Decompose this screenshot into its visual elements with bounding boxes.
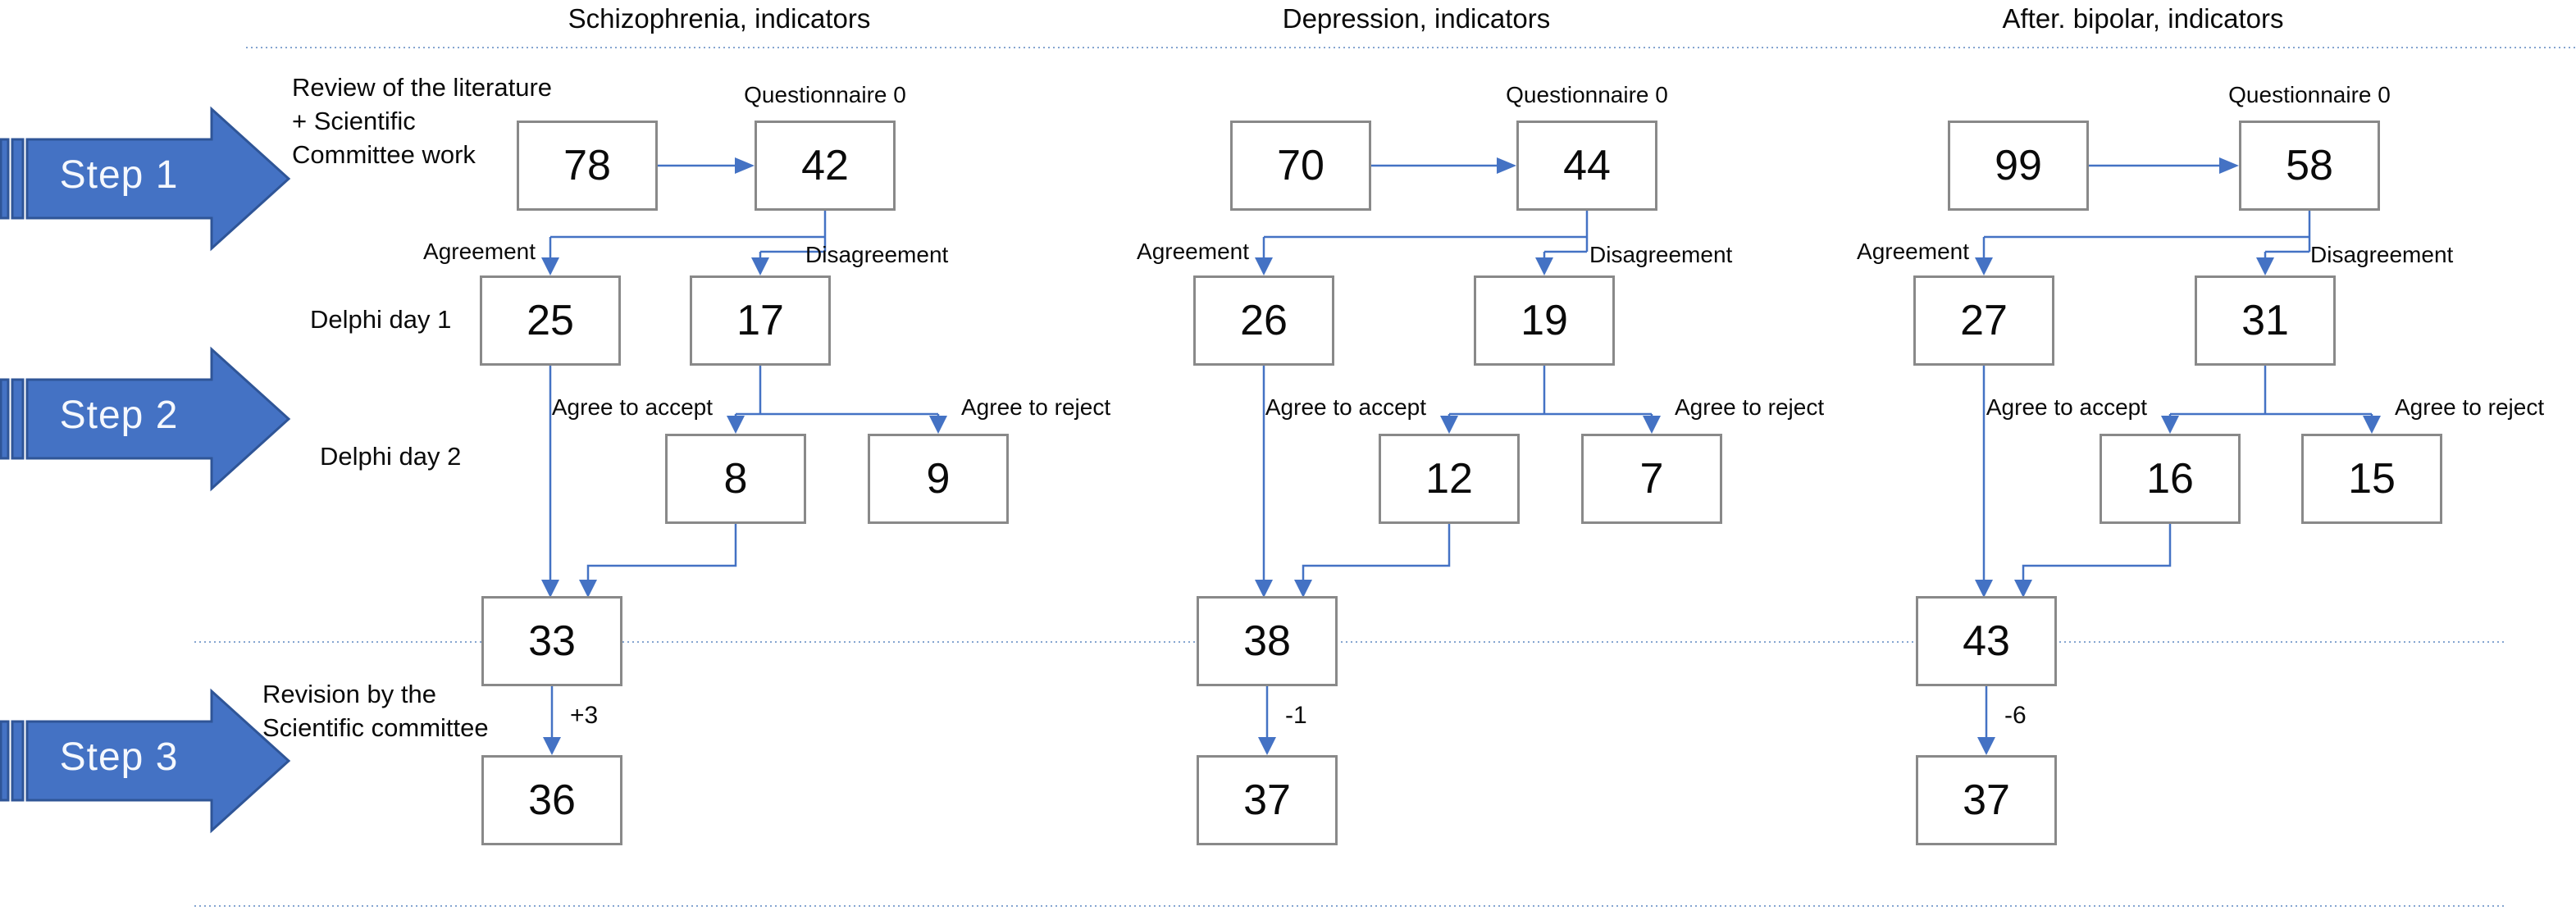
box-final-count: 37	[1916, 755, 2057, 845]
step2-arrow-tail-bar	[0, 378, 10, 460]
box-review-count: 99	[1948, 121, 2089, 211]
box-accept-count: 16	[2100, 434, 2241, 524]
step3-arrow-tail-bar	[11, 720, 25, 802]
box-agreement-count: 25	[480, 275, 621, 366]
box-questionnaire-count: 44	[1516, 121, 1657, 211]
connectors-bipolar	[1982, 164, 2373, 737]
step1-arrow-tail-bar	[0, 138, 10, 220]
box-final-count: 36	[481, 755, 622, 845]
box-disagreement-count: 19	[1474, 275, 1615, 366]
box-disagreement-count: 31	[2195, 275, 2336, 366]
column-title-depression: Depression, indicators	[1282, 3, 1551, 34]
step2-label: Step 2	[59, 394, 179, 437]
connectors-schizophrenia	[549, 164, 940, 737]
agreement-label: Agreement	[423, 239, 536, 264]
agree-to-reject-label: Agree to reject	[2395, 394, 2545, 420]
step1-arrow	[0, 106, 291, 252]
step2-arrow	[0, 346, 291, 492]
box-reject-count: 15	[2301, 434, 2442, 524]
connectors-depression	[1262, 164, 1653, 737]
questionnaire-label: Questionnaire 0	[1506, 82, 1668, 107]
box-questionnaire-count: 58	[2239, 121, 2380, 211]
questionnaire-label: Questionnaire 0	[744, 82, 906, 107]
step-arrows	[0, 106, 291, 834]
revision-delta-label: +3	[570, 702, 599, 729]
disagreement-label: Disagreement	[2310, 242, 2454, 267]
box-accept-count: 8	[665, 434, 806, 524]
box-disagreement-count: 17	[690, 275, 831, 366]
delphi-day1-label: Delphi day 1	[310, 305, 452, 334]
box-questionnaire-count: 42	[755, 121, 896, 211]
arrowheads-schizophrenia	[541, 157, 947, 755]
step1-arrow-tail-bar	[11, 138, 25, 220]
box-review-count: 70	[1230, 121, 1371, 211]
delphi-day2-label: Delphi day 2	[320, 442, 462, 471]
questionnaire-label: Questionnaire 0	[2228, 82, 2391, 107]
step2-arrow-body	[25, 346, 291, 492]
arrowheads-bipolar	[1975, 157, 2381, 755]
step3-arrow-tail-bar	[0, 720, 10, 802]
step1-arrow-body	[25, 106, 291, 252]
agree-to-reject-label: Agree to reject	[961, 394, 1111, 420]
box-agreement-count: 26	[1193, 275, 1334, 366]
column-title-schizophrenia: Schizophrenia, indicators	[568, 3, 871, 34]
column-title-bipolar: After. bipolar, indicators	[2002, 3, 2284, 34]
agree-to-reject-label: Agree to reject	[1675, 394, 1825, 420]
step3-note: Revision by the Scientific committee	[262, 680, 489, 743]
revision-delta-label: -6	[2004, 702, 2027, 729]
box-review-count: 78	[517, 121, 658, 211]
step1-note: Review of the literature + Scientific Co…	[292, 73, 553, 170]
box-retained-count: 33	[481, 596, 622, 686]
box-retained-count: 43	[1916, 596, 2057, 686]
step3-arrow-body	[25, 688, 291, 834]
disagreement-label: Disagreement	[1589, 242, 1733, 267]
box-agreement-count: 27	[1913, 275, 2054, 366]
box-reject-count: 9	[868, 434, 1009, 524]
arrowheads-depression	[1255, 157, 1661, 755]
disagreement-label: Disagreement	[805, 242, 949, 267]
box-reject-count: 7	[1581, 434, 1722, 524]
step3-arrow	[0, 688, 291, 834]
box-final-count: 37	[1197, 755, 1338, 845]
step3-label: Step 3	[59, 735, 179, 779]
agreement-label: Agreement	[1137, 239, 1249, 264]
box-accept-count: 12	[1379, 434, 1520, 524]
agree-to-accept-label: Agree to accept	[1986, 394, 2147, 420]
step2-arrow-tail-bar	[11, 378, 25, 460]
revision-delta-label: -1	[1285, 702, 1307, 729]
agree-to-accept-label: Agree to accept	[551, 394, 713, 420]
agreement-label: Agreement	[1857, 239, 1969, 264]
step1-label: Step 1	[59, 153, 179, 197]
agree-to-accept-label: Agree to accept	[1265, 394, 1426, 420]
box-retained-count: 38	[1197, 596, 1338, 686]
